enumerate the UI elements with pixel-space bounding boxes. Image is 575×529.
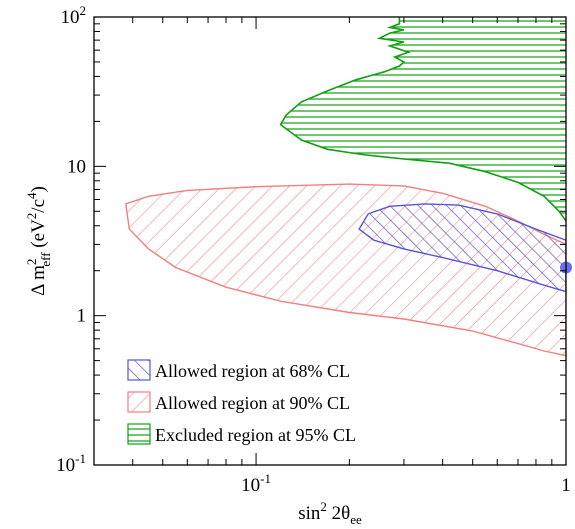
excluded-95-region [280, 17, 566, 222]
svg-text:102: 102 [61, 3, 87, 28]
x-axis-label: sin2 2θee [298, 499, 362, 527]
svg-text:1: 1 [77, 306, 87, 327]
y-axis-label: Δ m2eff (eV2/c4) [24, 186, 53, 296]
x-tick-label: 10-1 [241, 471, 271, 496]
legend-item-allowed90: Allowed region at 90% CL [127, 391, 350, 413]
y-tick-label: 10-1 [56, 451, 86, 476]
legend-swatch-allowed68 [127, 359, 151, 381]
legend-swatch-excluded95 [127, 423, 151, 445]
svg-text:10: 10 [67, 156, 86, 177]
legend-item-allowed68: Allowed region at 68% CL [127, 359, 350, 381]
legend-label-allowed68: Allowed region at 68% CL [155, 361, 350, 381]
legend-item-excluded95: Excluded region at 95% CL [127, 423, 356, 445]
x-tick-label: 1 [561, 475, 571, 496]
excluded-95-boundary [279, 17, 566, 222]
svg-text:10-1: 10-1 [56, 451, 86, 476]
legend: Allowed region at 68% CL Allowed region … [127, 359, 356, 445]
plot-frame [93, 16, 567, 466]
y-tick-label: 102 [61, 3, 87, 28]
plot-area [125, 17, 566, 357]
legend-label-excluded95: Excluded region at 95% CL [155, 425, 356, 445]
allowed-68-region [358, 203, 566, 293]
y-tick-label: 1 [77, 306, 87, 327]
axis-ticks [93, 17, 566, 466]
legend-label-allowed90: Allowed region at 90% CL [155, 393, 350, 413]
legend-swatch-allowed90 [127, 391, 151, 413]
svg-text:1: 1 [561, 475, 571, 496]
y-tick-label: 10 [67, 156, 86, 177]
svg-text:10-1: 10-1 [241, 471, 271, 496]
